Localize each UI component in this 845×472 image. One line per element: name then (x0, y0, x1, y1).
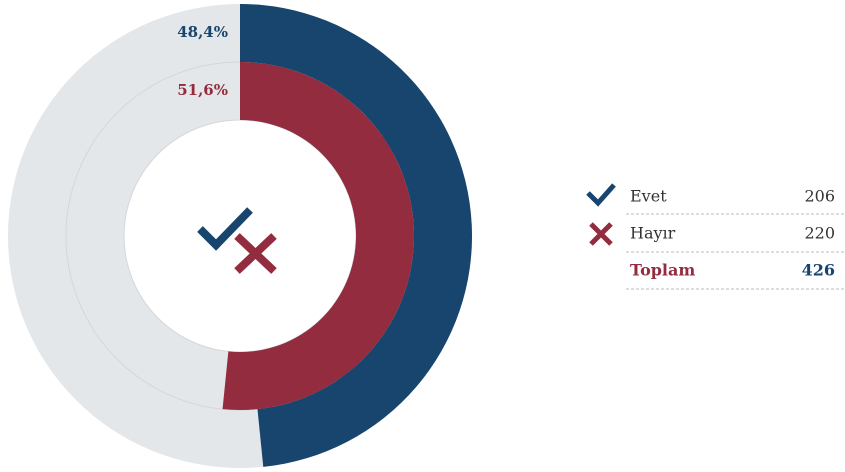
legend-total-label: Toplam (630, 261, 695, 280)
legend-check (586, 183, 616, 207)
center-icons (197, 207, 277, 274)
legend-count: 220 (804, 224, 835, 243)
legend-icons (586, 183, 616, 246)
ring-segment (222, 62, 415, 410)
check-icon (197, 207, 253, 251)
value-label: 51,6% (177, 81, 228, 99)
legend-label: Hayır (630, 224, 676, 243)
legend-cross (589, 222, 613, 246)
cross-icon (234, 233, 277, 274)
legend-total: 426 (802, 261, 835, 280)
value-label: 48,4% (177, 23, 228, 41)
legend-label: Evet (630, 187, 667, 206)
ring-segment (240, 4, 473, 467)
legend-separators (626, 213, 845, 290)
legend-count: 206 (804, 187, 835, 206)
